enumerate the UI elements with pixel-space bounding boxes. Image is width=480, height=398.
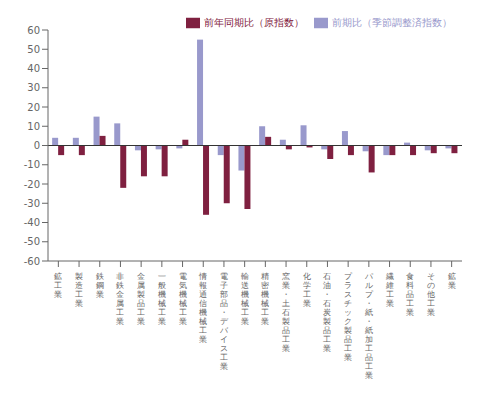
svg-text:50: 50 bbox=[27, 44, 40, 55]
svg-text:電子部品・デバイス工業: 電子部品・デバイス工業 bbox=[219, 272, 229, 371]
svg-text:非鉄金属工業: 非鉄金属工業 bbox=[116, 272, 124, 326]
svg-text:10: 10 bbox=[27, 121, 40, 132]
svg-text:石油・石炭製品工業: 石油・石炭製品工業 bbox=[323, 272, 331, 353]
svg-text:30: 30 bbox=[27, 82, 40, 93]
svg-text:-10: -10 bbox=[24, 159, 40, 170]
html-text:前期比（季節調整済指数）: 前期比（季節調整済指数） bbox=[332, 17, 452, 28]
svg-text:その他工業: その他工業 bbox=[427, 272, 435, 317]
svg-text:-20: -20 bbox=[24, 179, 40, 190]
svg-text:一般機械工業: 一般機械工業 bbox=[158, 272, 166, 326]
svg-text:0: 0 bbox=[34, 140, 40, 151]
svg-text:鉄鋼業: 鉄鋼業 bbox=[96, 272, 104, 299]
svg-text:-50: -50 bbox=[24, 236, 40, 247]
svg-text:繊維工業: 繊維工業 bbox=[385, 272, 394, 308]
svg-text:窯業・土石製品工業: 窯業・土石製品工業 bbox=[282, 272, 290, 353]
svg-text:化学工業: 化学工業 bbox=[303, 272, 311, 308]
svg-text:電気機械工業: 電気機械工業 bbox=[179, 272, 187, 326]
svg-text:60: 60 bbox=[27, 25, 40, 36]
svg-text:精密機械工業: 精密機械工業 bbox=[261, 272, 269, 326]
svg-text:-60: -60 bbox=[24, 256, 40, 267]
svg-text:パルプ・紙・紙加工品工業: パルプ・紙・紙加工品工業 bbox=[364, 272, 374, 380]
svg-text:鉱工業: 鉱工業 bbox=[54, 272, 62, 299]
svg-text:金属製品工業: 金属製品工業 bbox=[137, 272, 145, 326]
html-text:前年同期比（原指数）: 前年同期比（原指数） bbox=[204, 17, 304, 28]
svg-text:プラスチック製品工業: プラスチック製品工業 bbox=[344, 272, 353, 362]
svg-text:20: 20 bbox=[27, 102, 40, 113]
svg-text:-30: -30 bbox=[24, 198, 40, 209]
svg-text:-40: -40 bbox=[24, 217, 40, 228]
svg-text:輸送機械工業: 輸送機械工業 bbox=[241, 272, 249, 326]
svg-text:情報通信機械工業: 情報通信機械工業 bbox=[198, 272, 207, 344]
svg-text:鉱業: 鉱業 bbox=[448, 272, 456, 290]
svg-text:40: 40 bbox=[27, 63, 40, 74]
svg-text:製造工業: 製造工業 bbox=[75, 272, 83, 308]
svg-text:食料品工業: 食料品工業 bbox=[406, 272, 414, 317]
